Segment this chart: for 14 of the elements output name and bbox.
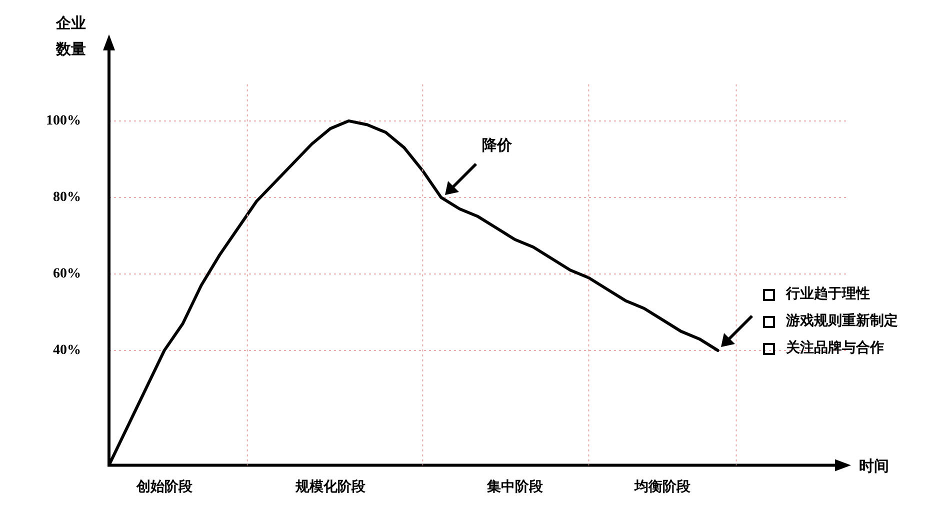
y-tick-label: 80%: [53, 190, 81, 206]
y-tick-label: 40%: [53, 343, 81, 358]
annotation: 行业趋于理性: [786, 284, 870, 304]
x-axis-title: 时间: [859, 457, 889, 476]
annotation: 降价: [482, 136, 512, 156]
annotation: 关注品牌与合作: [786, 338, 884, 358]
annotation: 游戏规则重新制定: [786, 312, 898, 331]
y-axis-title: 企业数量: [55, 13, 87, 60]
x-tick-label: 创始阶段: [135, 479, 194, 496]
x-tick-label: 集中阶段: [486, 479, 544, 496]
y-tick-label: 60%: [53, 266, 81, 282]
y-tick-label: 100%: [46, 114, 81, 129]
x-tick-label: 规模化阶段: [294, 479, 366, 496]
x-tick-label: 均衡阶段: [634, 479, 692, 496]
